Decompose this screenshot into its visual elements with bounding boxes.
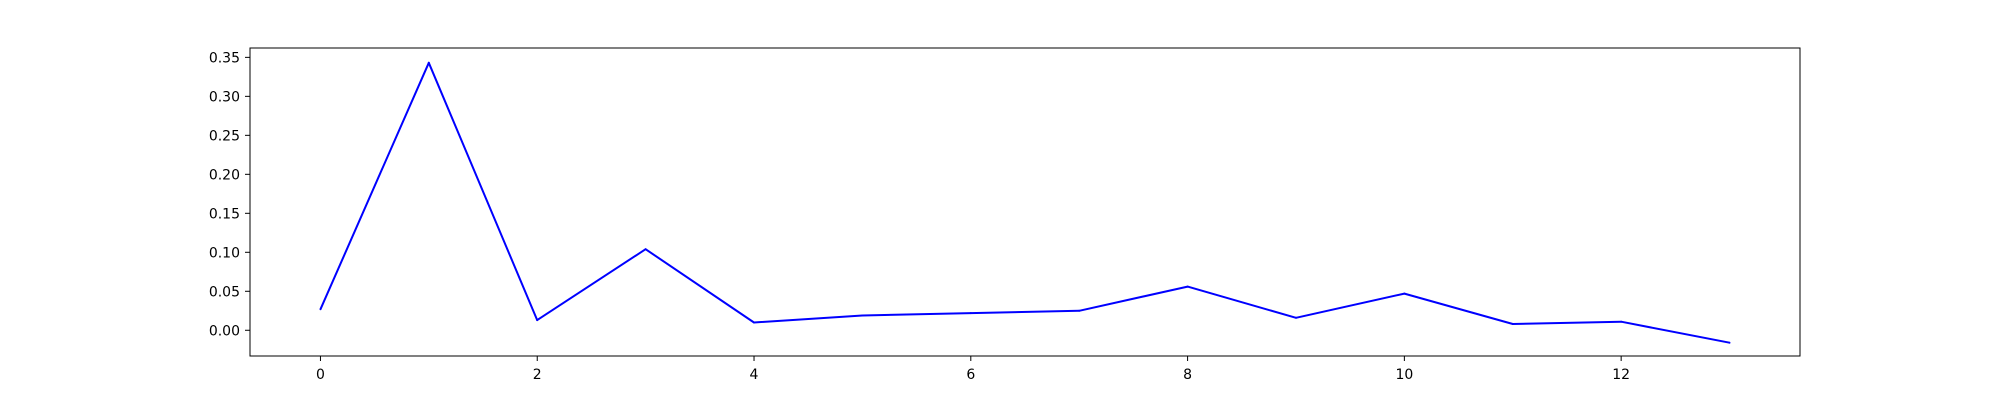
data-point [1403,292,1406,295]
x-tick-label: 0 [316,367,325,383]
data-point [1186,285,1189,288]
y-tick-label: 0.30 [209,89,240,105]
x-tick-label: 10 [1395,367,1413,383]
data-point [1295,316,1297,319]
x-axis: 0 2 4 6 8 10 12 [316,356,1630,383]
y-tick-label: 0.10 [209,245,240,261]
y-tick-label: 0.00 [209,323,240,339]
x-tick-label: 8 [1183,367,1192,383]
data-point [1728,341,1731,344]
plot-background [250,48,1800,356]
data-point [319,308,322,311]
series-layer [319,61,1731,344]
x-tick-label: 6 [966,367,975,383]
y-tick-label: 0.35 [209,50,240,66]
data-point [536,319,539,322]
y-tick-label: 0.15 [209,206,240,222]
data-point [1511,323,1514,325]
series-line [319,61,1730,344]
y-axis: 0.00 0.05 0.10 0.15 0.20 0.25 0.30 0.35 [209,50,250,339]
data-point [1620,320,1623,323]
y-tick-label: 0.25 [209,128,240,144]
x-tick-label: 12 [1612,367,1630,383]
y-tick-label: 0.05 [209,284,240,300]
data-point [861,314,864,317]
x-tick-label: 2 [533,367,542,383]
data-point [427,61,430,64]
data-point [753,321,755,324]
y-tick-label: 0.20 [209,167,240,183]
data-point [1078,309,1081,312]
data-point [969,312,972,315]
plot-frame [249,47,1801,357]
x-tick-label: 4 [750,367,759,383]
data-point [644,248,647,251]
